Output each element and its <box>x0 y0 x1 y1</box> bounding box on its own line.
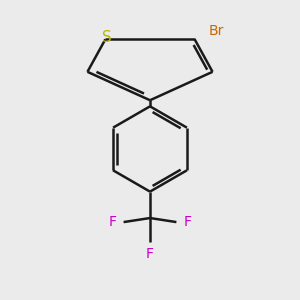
Text: Br: Br <box>209 24 224 38</box>
Text: F: F <box>184 215 192 229</box>
Text: F: F <box>108 215 116 229</box>
Text: S: S <box>103 30 112 45</box>
Text: F: F <box>146 247 154 261</box>
